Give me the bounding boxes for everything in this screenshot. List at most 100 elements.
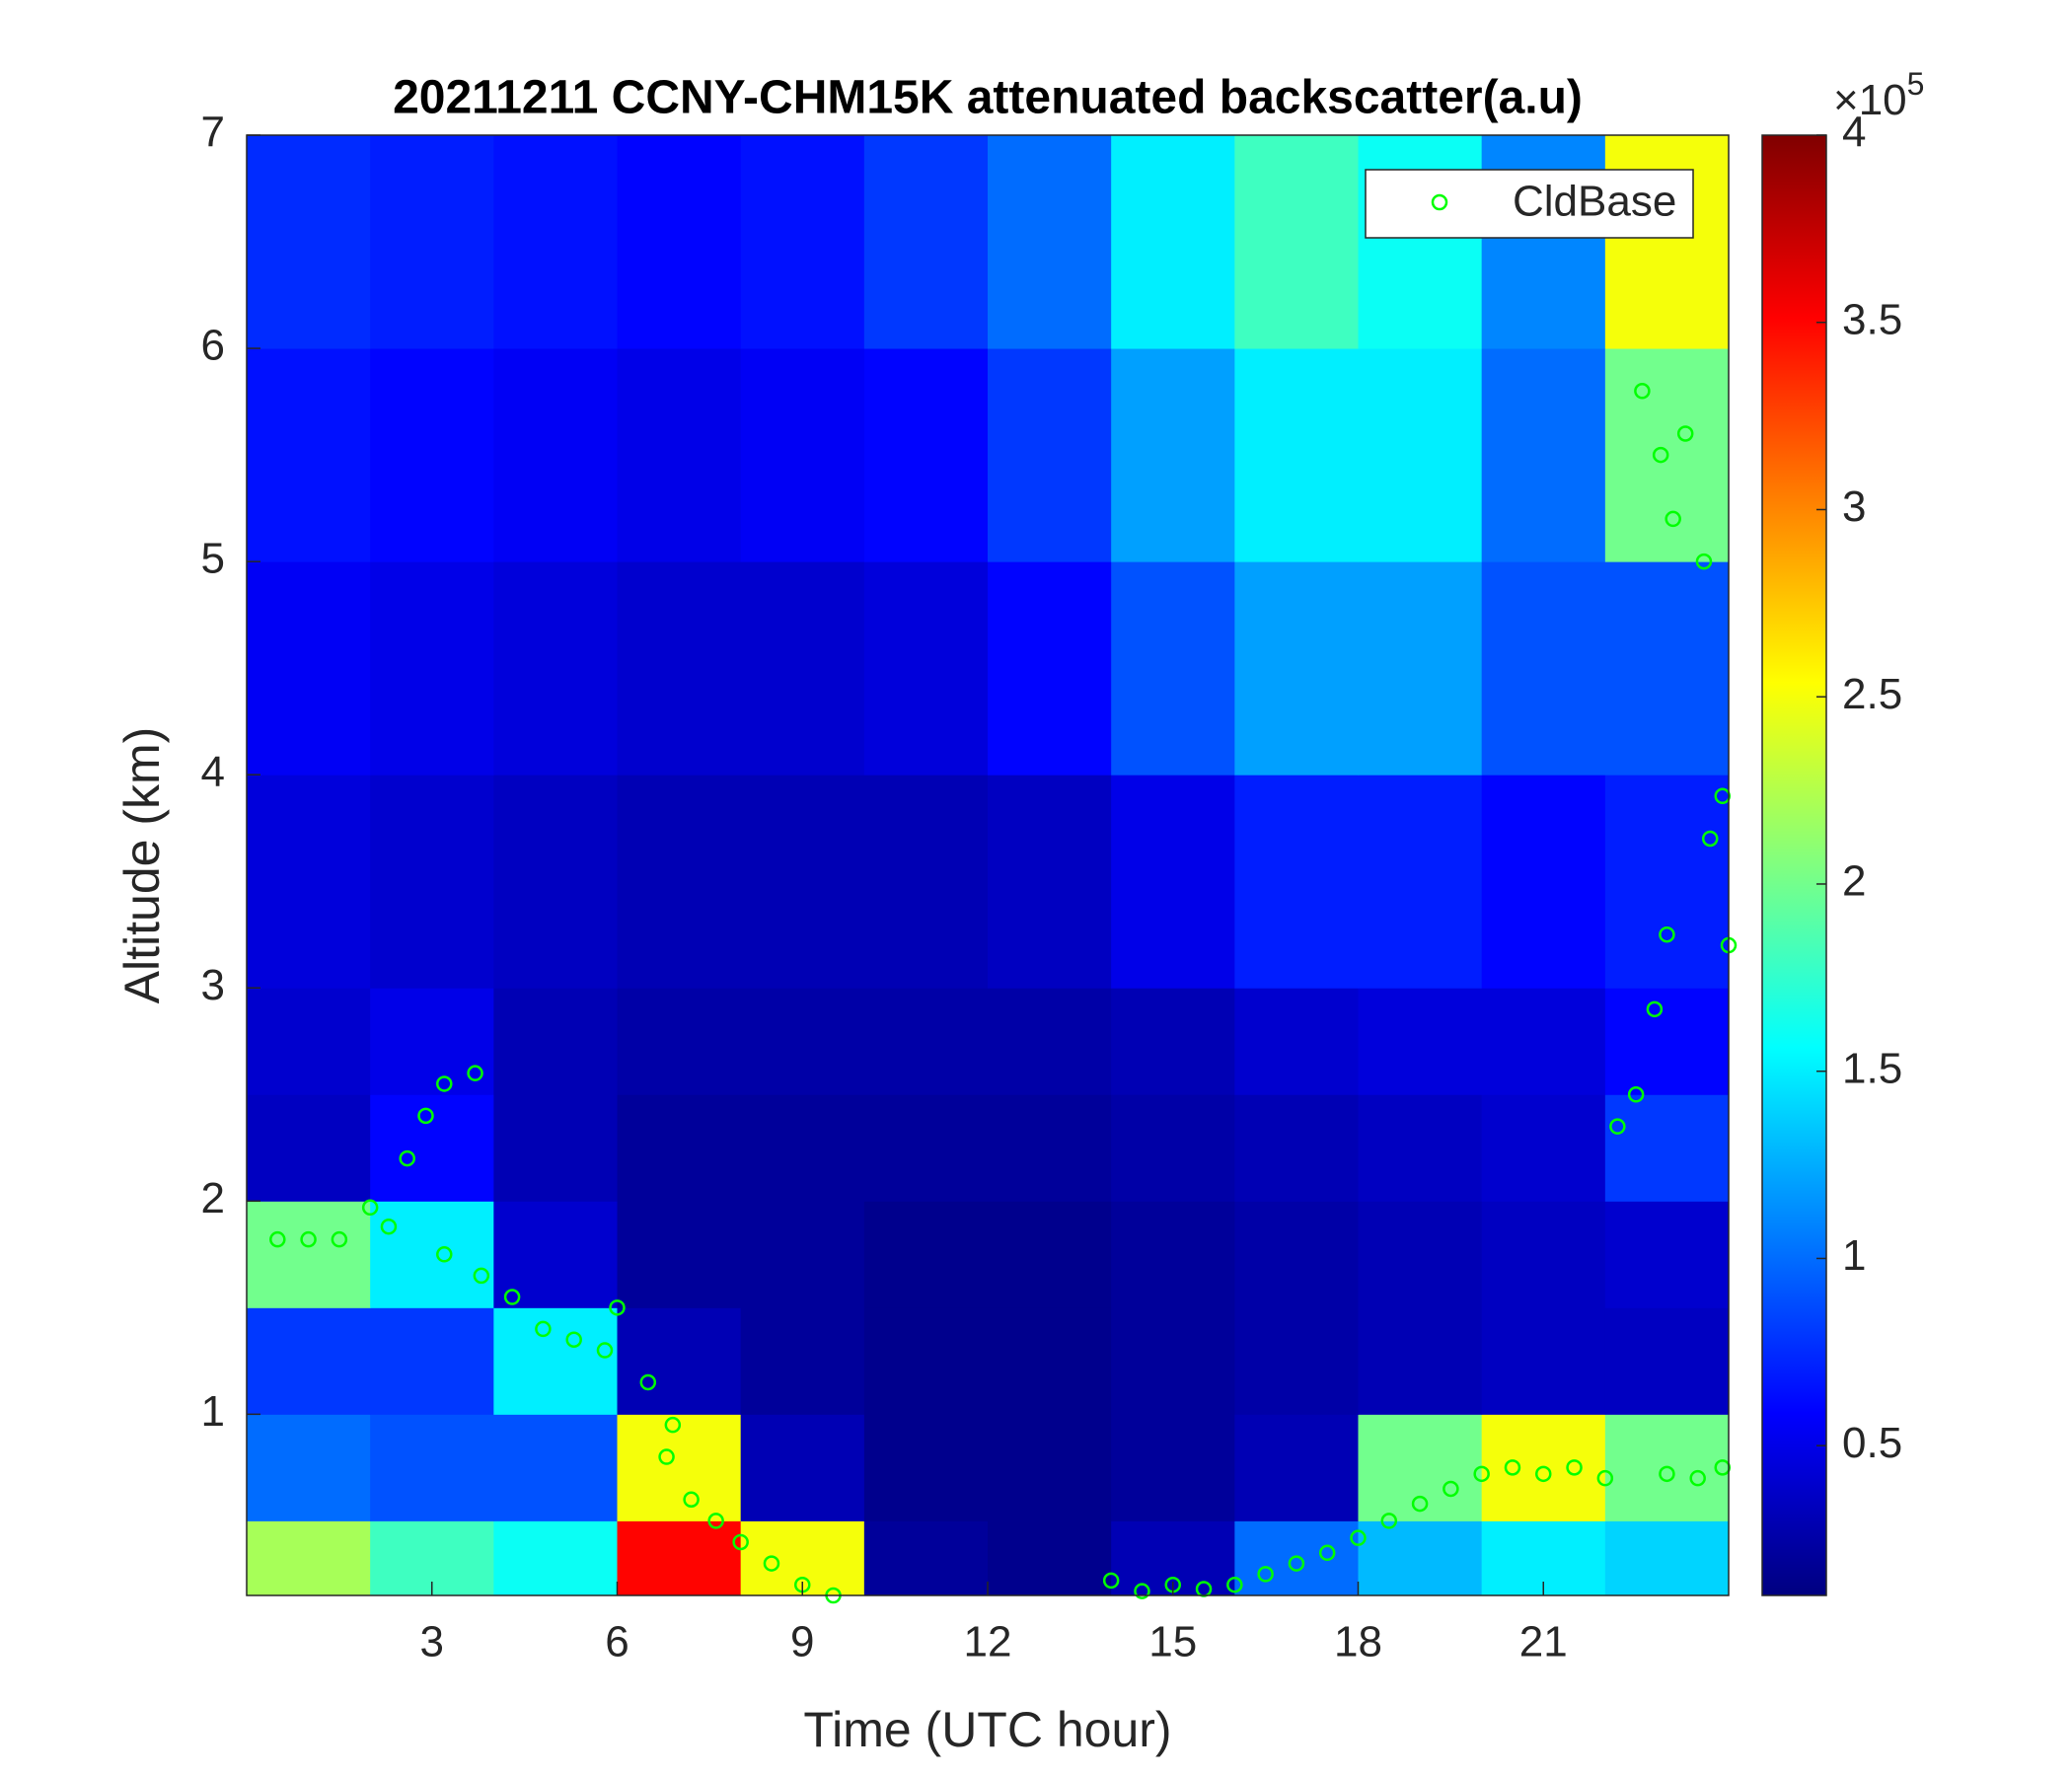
heatmap-cell	[988, 1414, 1112, 1521]
heatmap-cell	[1234, 1414, 1359, 1521]
heatmap-cell	[1111, 988, 1235, 1095]
cloud-base-point	[503, 1289, 521, 1305]
heatmap-cell	[247, 775, 371, 989]
y-tick-label: 2	[201, 1174, 225, 1222]
heatmap-cell	[988, 1307, 1112, 1415]
heatmap-cell	[1358, 1094, 1483, 1202]
cloud-base-point	[1652, 446, 1669, 464]
cloud-base-point	[664, 1416, 682, 1434]
heatmap-cell	[1111, 1307, 1235, 1415]
cloud-base-point	[1473, 1465, 1490, 1483]
heatmap-cell	[617, 135, 742, 349]
heatmap-cell	[1111, 1094, 1235, 1202]
heatmap-cell	[1234, 1201, 1359, 1308]
heatmap-cell	[1358, 561, 1483, 776]
heatmap-cell	[1234, 348, 1359, 562]
heatmap-cell	[370, 775, 494, 989]
y-tick-label: 7	[201, 109, 225, 157]
cloud-base-point	[707, 1513, 724, 1529]
heatmap-cell	[988, 1520, 1112, 1596]
legend-marker	[1431, 193, 1448, 211]
heatmap-cell	[1234, 561, 1359, 776]
heatmap-cell	[1481, 1307, 1606, 1415]
heatmap-cell	[1604, 1307, 1730, 1415]
heatmap-cell	[617, 1520, 742, 1596]
cloud-base-point	[639, 1373, 657, 1391]
cloud-base-point	[1701, 830, 1719, 848]
heatmap-cell	[1111, 775, 1235, 989]
heatmap-cell	[1234, 1094, 1359, 1202]
heatmap-cell	[247, 561, 371, 776]
heatmap-cell	[1111, 1201, 1235, 1308]
cloud-base-point	[1659, 1465, 1675, 1483]
multiplier-base: ×10	[1833, 76, 1907, 124]
heatmap-cell	[740, 135, 865, 349]
cloud-base-point	[596, 1342, 614, 1359]
heatmap-cell	[1111, 348, 1235, 562]
cloud-base-point	[1257, 1566, 1274, 1583]
cloud-base-point	[565, 1331, 582, 1348]
heatmap-cell	[1481, 561, 1606, 776]
heatmap-cell	[740, 348, 865, 562]
cloud-base-point	[1676, 425, 1694, 442]
heatmap-cell	[988, 1094, 1112, 1202]
cloud-base-point	[436, 1075, 453, 1092]
heatmap-cell	[988, 348, 1112, 562]
colorbar-tick-label: 3.5	[1842, 295, 1902, 343]
heatmap-cell	[617, 1307, 742, 1415]
heatmap-cell	[1481, 348, 1606, 562]
heatmap-cell	[1234, 1520, 1359, 1596]
cloud-base-point	[1504, 1459, 1521, 1476]
cloud-base-point	[399, 1149, 415, 1167]
colorbar-tick-label: 1	[1842, 1231, 1866, 1280]
heatmap-cell	[1111, 1414, 1235, 1521]
heatmap-cell	[863, 988, 989, 1095]
cloud-base-point	[658, 1448, 675, 1465]
cloud-base-point	[609, 1299, 626, 1316]
heatmap-cell	[493, 348, 618, 562]
chart-title: 20211211 CCNY-CHM15K attenuated backscat…	[393, 72, 1583, 124]
heatmap-cell	[1604, 775, 1730, 989]
heatmap-cell	[617, 1414, 742, 1521]
heatmap-cell	[493, 775, 618, 989]
heatmap-cell	[370, 561, 494, 776]
heatmap-cell	[1234, 135, 1359, 349]
heatmap-cell	[493, 561, 618, 776]
cloud-base-point	[683, 1491, 700, 1509]
heatmap-cell	[1604, 1201, 1730, 1308]
cloud-base-point	[1226, 1576, 1243, 1593]
cloud-base-point	[1627, 1086, 1645, 1103]
heatmap-cell	[247, 348, 371, 562]
heatmap-cell	[1234, 775, 1359, 989]
cloud-base-point	[1665, 510, 1681, 528]
y-tick-label: 3	[201, 961, 225, 1009]
cloud-base-point	[1646, 1000, 1664, 1018]
heatmap-cell	[617, 988, 742, 1095]
heatmap-cell	[1111, 135, 1235, 349]
heatmap-cell	[617, 1094, 742, 1202]
heatmap-cell	[493, 135, 618, 349]
heatmap-cell	[247, 1307, 371, 1415]
cloud-base-point	[1659, 925, 1675, 943]
y-tick-label: 6	[201, 322, 225, 370]
cloud-base-point	[763, 1555, 780, 1572]
x-tick-label: 21	[1519, 1618, 1568, 1666]
cloud-base-point	[467, 1065, 483, 1081]
y-axis-label: Altitude (km)	[114, 727, 170, 1004]
heatmap-cell	[863, 1307, 989, 1415]
cloud-base-point	[1134, 1583, 1150, 1599]
heatmap-cell	[1604, 135, 1730, 349]
heatmap-cell	[1234, 1307, 1359, 1415]
heatmap-cell	[247, 1094, 371, 1202]
heatmap-cell	[370, 1307, 494, 1415]
heatmap-cell	[617, 775, 742, 989]
heatmap-cell	[863, 775, 989, 989]
heatmap-cell	[247, 1520, 371, 1596]
cloud-base-point	[1380, 1513, 1398, 1529]
heatmap-cell	[370, 1094, 494, 1202]
heatmap-cell	[247, 135, 371, 349]
heatmap-cell	[1358, 775, 1483, 989]
heatmap-cell	[740, 561, 865, 776]
